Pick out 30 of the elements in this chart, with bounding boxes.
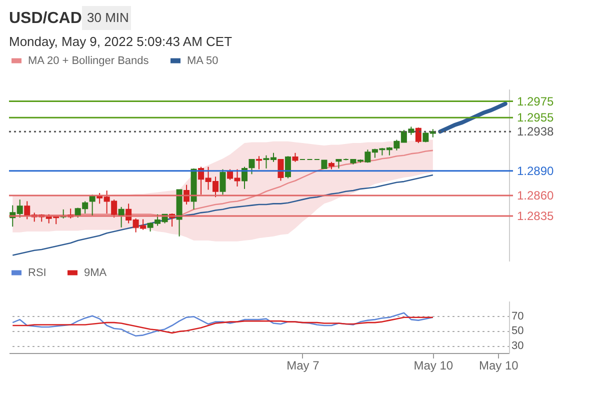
legend-label: MA 20 + Bollinger Bands	[28, 54, 150, 67]
chart-title: USD/CAD	[9, 10, 82, 27]
y-tick-label: 50	[512, 325, 524, 338]
candlestick	[278, 158, 284, 182]
candlestick	[220, 168, 226, 196]
ref-line-label: 1.2938	[517, 124, 554, 139]
line-series	[12, 316, 434, 334]
y-tick-label: 70	[512, 310, 524, 322]
y-tick-label: 30	[512, 340, 524, 352]
ref-line-label: 1.2890	[517, 164, 554, 178]
ref-line-label: 1.2975	[517, 94, 554, 108]
x-tick-label: May 7	[286, 358, 320, 372]
candlestick	[284, 156, 291, 179]
text: Monday, May 9, 2022 5:09:43 AM CET	[9, 34, 232, 49]
chart-subtitle: 30 MIN	[87, 10, 129, 25]
line-series	[12, 312, 434, 337]
candlestick	[292, 152, 298, 162]
legend-label: 9MA	[84, 266, 108, 279]
candlestick	[336, 158, 342, 169]
candlestick	[415, 126, 422, 144]
x-tick-label: May 10	[414, 358, 454, 372]
legend-label: RSI	[28, 266, 46, 279]
ref-line-label: 1.2835	[517, 208, 554, 223]
ref-line-label: 1.2860	[517, 188, 554, 202]
legend-label: MA 50	[187, 54, 218, 67]
ref-line-label: 1.2955	[517, 110, 554, 125]
candlestick	[256, 156, 262, 170]
x-tick-label: May 10	[478, 358, 519, 372]
candlestick	[248, 158, 255, 175]
candlestick	[89, 194, 96, 216]
